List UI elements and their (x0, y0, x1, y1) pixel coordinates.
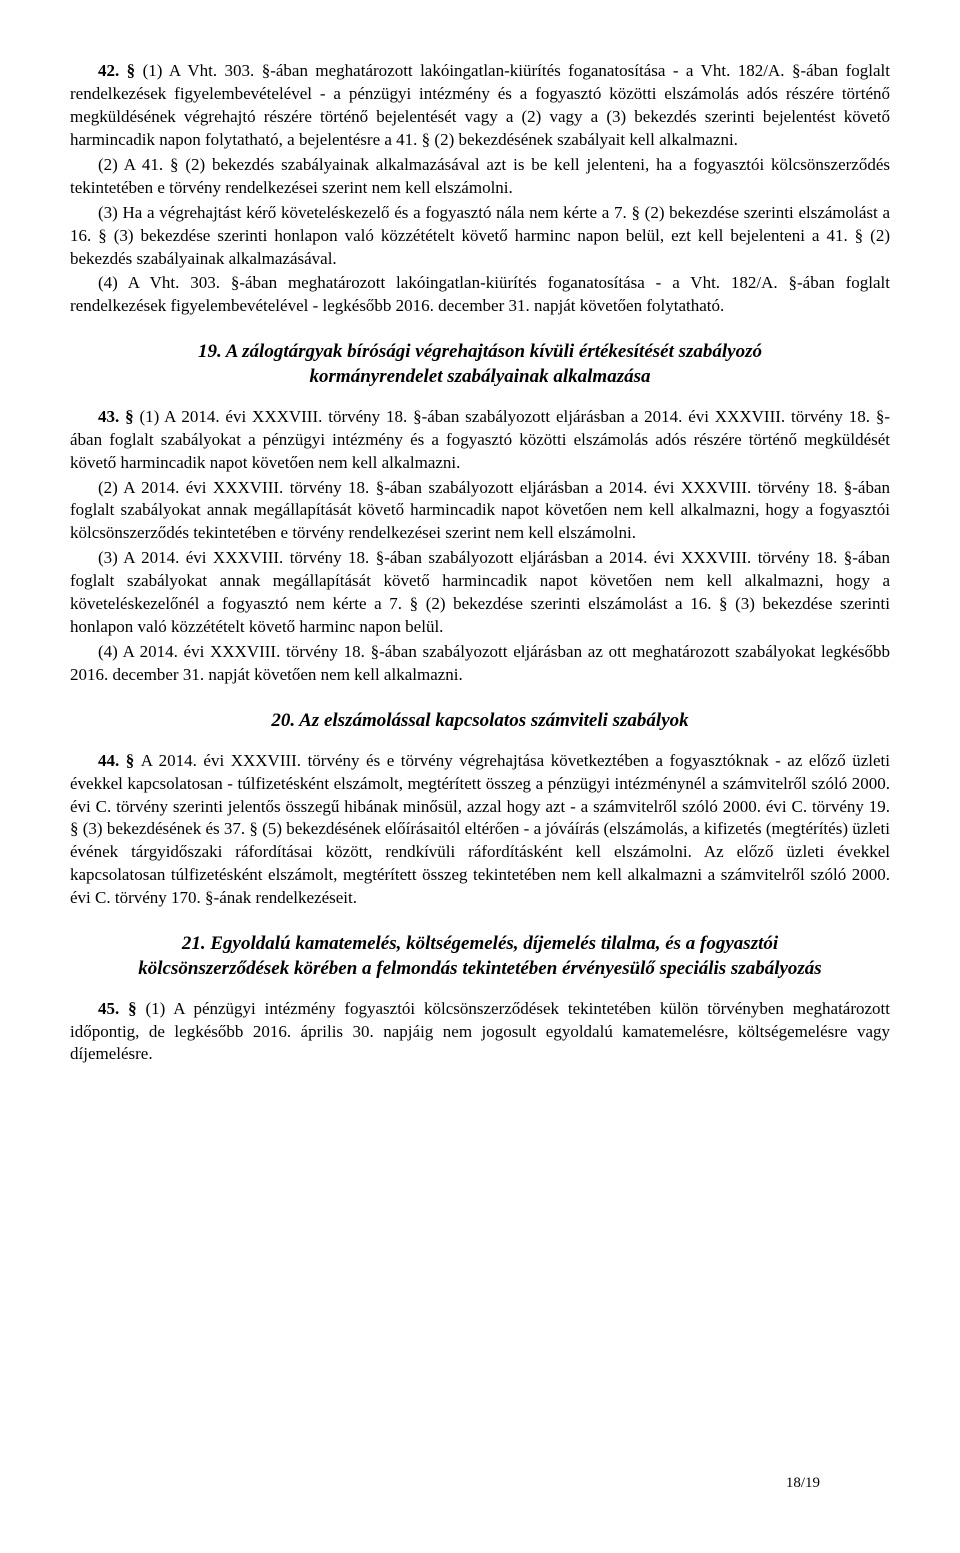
page-number: 18/19 (786, 1473, 820, 1493)
section-title-19: 19. A zálogtárgyak bírósági végrehajtáso… (130, 340, 830, 389)
paragraph-45-1: 45. § (1) A pénzügyi intézmény fogyasztó… (70, 998, 890, 1067)
paragraph-43-2: (2) A 2014. évi XXXVIII. törvény 18. §-á… (70, 477, 890, 546)
paragraph-42-3: (3) Ha a végrehajtást kérő követeléskeze… (70, 202, 890, 271)
para-text: A 2014. évi XXXVIII. törvény és e törvén… (70, 751, 890, 908)
section-title-20: 20. Az elszámolással kapcsolatos számvit… (130, 709, 830, 734)
para-lead: 44. § (98, 751, 141, 770)
paragraph-43-1: 43. § (1) A 2014. évi XXXVIII. törvény 1… (70, 406, 890, 475)
para-lead: 42. § (98, 61, 143, 80)
para-text: (1) A pénzügyi intézmény fogyasztói kölc… (70, 999, 890, 1064)
paragraph-44: 44. § A 2014. évi XXXVIII. törvény és e … (70, 750, 890, 911)
paragraph-43-4: (4) A 2014. évi XXXVIII. törvény 18. §-á… (70, 641, 890, 687)
paragraph-43-3: (3) A 2014. évi XXXVIII. törvény 18. §-á… (70, 547, 890, 639)
para-text: (1) A 2014. évi XXXVIII. törvény 18. §-á… (70, 407, 890, 472)
para-lead: 43. § (98, 407, 139, 426)
paragraph-42-1: 42. § (1) A Vht. 303. §-ában meghatározo… (70, 60, 890, 152)
paragraph-42-4: (4) A Vht. 303. §-ában meghatározott lak… (70, 272, 890, 318)
para-text: (1) A Vht. 303. §-ában meghatározott lak… (70, 61, 890, 149)
para-lead: 45. § (98, 999, 146, 1018)
paragraph-42-2: (2) A 41. § (2) bekezdés szabályainak al… (70, 154, 890, 200)
section-title-21: 21. Egyoldalú kamatemelés, költségemelés… (130, 932, 830, 981)
